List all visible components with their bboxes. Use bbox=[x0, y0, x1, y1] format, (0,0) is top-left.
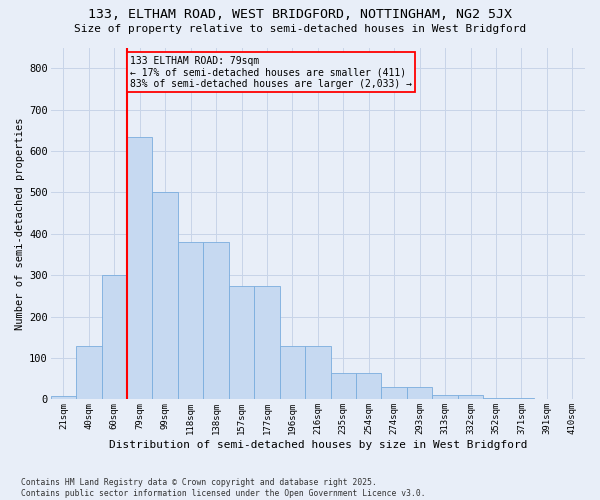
Text: 133 ELTHAM ROAD: 79sqm
← 17% of semi-detached houses are smaller (411)
83% of se: 133 ELTHAM ROAD: 79sqm ← 17% of semi-det… bbox=[130, 56, 412, 89]
Bar bbox=[203, 242, 229, 400]
Bar bbox=[178, 242, 203, 400]
Bar bbox=[50, 396, 76, 400]
Bar bbox=[305, 346, 331, 400]
Bar bbox=[433, 396, 458, 400]
Bar bbox=[229, 286, 254, 400]
Bar bbox=[509, 398, 534, 400]
Bar bbox=[407, 387, 433, 400]
Text: 133, ELTHAM ROAD, WEST BRIDGFORD, NOTTINGHAM, NG2 5JX: 133, ELTHAM ROAD, WEST BRIDGFORD, NOTTIN… bbox=[88, 8, 512, 20]
Bar bbox=[254, 286, 280, 400]
Bar bbox=[382, 387, 407, 400]
Bar bbox=[458, 396, 483, 400]
Bar bbox=[331, 374, 356, 400]
Y-axis label: Number of semi-detached properties: Number of semi-detached properties bbox=[15, 117, 25, 330]
X-axis label: Distribution of semi-detached houses by size in West Bridgford: Distribution of semi-detached houses by … bbox=[109, 440, 527, 450]
Text: Contains HM Land Registry data © Crown copyright and database right 2025.
Contai: Contains HM Land Registry data © Crown c… bbox=[21, 478, 425, 498]
Bar bbox=[483, 398, 509, 400]
Bar bbox=[76, 346, 101, 400]
Bar bbox=[280, 346, 305, 400]
Text: Size of property relative to semi-detached houses in West Bridgford: Size of property relative to semi-detach… bbox=[74, 24, 526, 34]
Bar bbox=[152, 192, 178, 400]
Bar bbox=[356, 374, 382, 400]
Bar bbox=[127, 136, 152, 400]
Bar bbox=[101, 275, 127, 400]
